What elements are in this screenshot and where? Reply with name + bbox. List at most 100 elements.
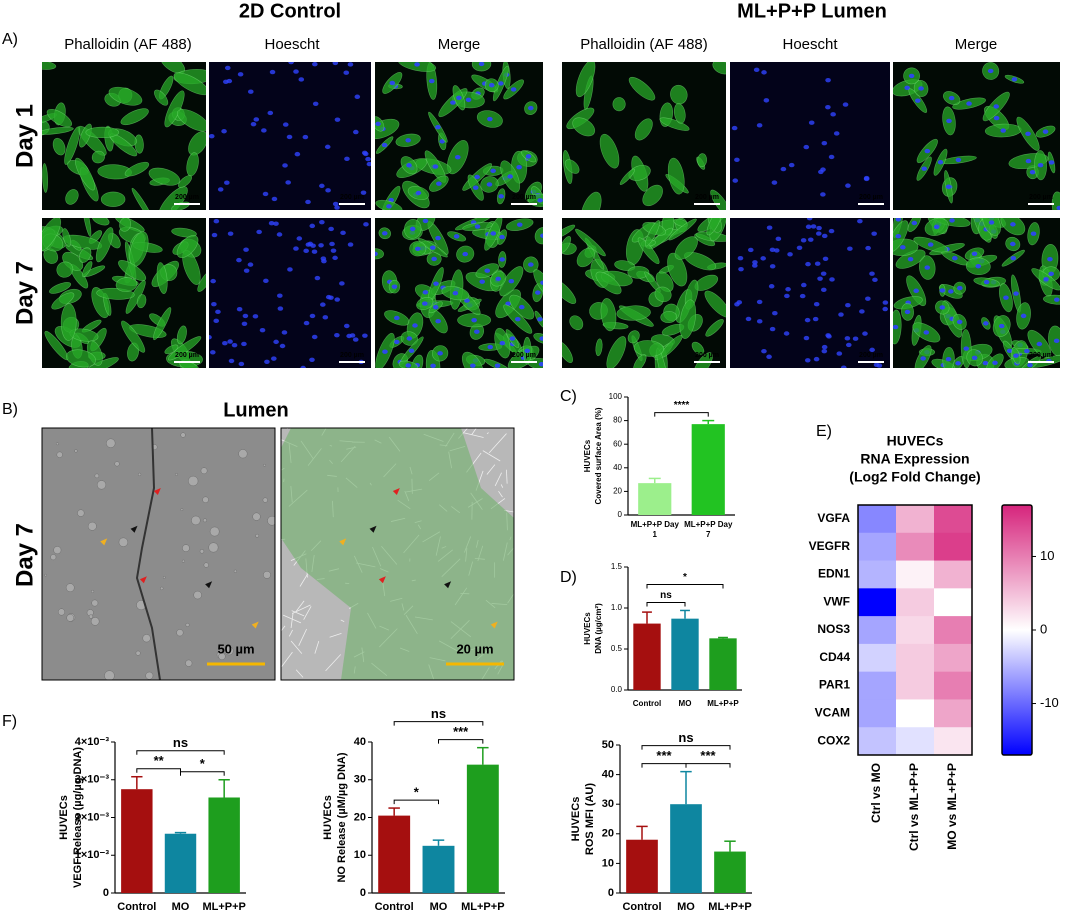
- nucleus: [436, 181, 442, 186]
- y-tick-label: 10: [354, 849, 366, 861]
- nucleus: [422, 290, 429, 295]
- channel: Hoescht: [782, 36, 838, 53]
- y-axis-label: HUVECs: [583, 439, 592, 472]
- fiber: [281, 651, 293, 667]
- cell: [176, 325, 187, 345]
- nucleus: [814, 261, 821, 266]
- nucleus: [428, 78, 435, 84]
- heatmap-cell: [934, 588, 973, 617]
- cell: [569, 315, 584, 331]
- nucleus: [227, 339, 233, 344]
- cell: [697, 153, 708, 168]
- cell: [595, 271, 622, 295]
- nucleus: [412, 323, 418, 328]
- nucleus: [955, 361, 961, 366]
- nucleus: [805, 224, 812, 229]
- nucleus: [430, 363, 436, 368]
- nucleus: [437, 351, 443, 356]
- texture: [160, 586, 164, 591]
- nucleus: [271, 196, 278, 202]
- row-label: VWF: [823, 594, 850, 608]
- nucleus: [294, 151, 301, 157]
- nucleus: [318, 243, 324, 248]
- nucleus: [231, 342, 238, 348]
- texture: [66, 614, 75, 622]
- texture: [142, 634, 151, 643]
- arrow: [153, 488, 161, 495]
- nucleus: [768, 284, 775, 289]
- nucleus: [820, 271, 827, 276]
- nucleus: [347, 62, 354, 67]
- cell: [667, 252, 688, 287]
- y-axis-label: HUVECs: [570, 797, 582, 842]
- heatmap-cell: [896, 643, 935, 673]
- nucleus: [756, 123, 763, 128]
- significance-label: *: [683, 572, 687, 583]
- nucleus: [499, 340, 506, 346]
- nucleus: [281, 330, 288, 335]
- nucleus: [826, 334, 832, 339]
- fiber: [486, 432, 489, 435]
- cell: [120, 108, 149, 126]
- nucleus: [1054, 297, 1060, 302]
- texture: [88, 614, 94, 619]
- nucleus: [1011, 77, 1018, 82]
- error-bar: [718, 636, 728, 639]
- heatmap-title: RNA Expression: [860, 451, 969, 467]
- nucleus: [277, 293, 283, 298]
- nucleus: [334, 205, 340, 210]
- nucleus: [946, 118, 952, 124]
- cell: [575, 62, 596, 98]
- cell: [599, 133, 620, 169]
- y-axis-label: Covered surface Area (%): [594, 407, 603, 504]
- heatmap-cell: [858, 727, 897, 756]
- cell: [670, 84, 688, 105]
- nucleus: [409, 226, 416, 232]
- error-bar: [680, 609, 690, 619]
- channel: Phalloidin (AF 488): [64, 36, 192, 53]
- nucleus: [956, 319, 963, 325]
- bracket: [393, 799, 439, 805]
- texture: [181, 559, 185, 563]
- channel: Phalloidin (AF 488): [580, 36, 708, 53]
- error-bar: [174, 831, 187, 834]
- colorbar: [1001, 504, 1033, 756]
- bracket: [180, 771, 225, 776]
- bracket: [136, 768, 181, 773]
- nucleus: [810, 224, 817, 229]
- x-tick-label: ML+P+P Day 1: [630, 520, 679, 539]
- nucleus: [474, 224, 481, 229]
- nucleus: [952, 255, 958, 261]
- micrograph-bg: [730, 218, 890, 368]
- nucleus: [983, 279, 990, 285]
- bar: [121, 789, 153, 893]
- nucleus: [988, 220, 995, 225]
- row-label: NOS3: [817, 622, 850, 636]
- arrow: [490, 621, 498, 629]
- nucleus: [538, 361, 543, 367]
- group-title: 2D Control: [239, 0, 341, 22]
- nucleus: [908, 73, 915, 79]
- cell: [52, 137, 66, 156]
- y-tick-label: 2×10⁻³: [75, 811, 110, 823]
- nucleus: [816, 225, 822, 231]
- nucleus: [209, 335, 212, 340]
- texture: [252, 512, 261, 521]
- nucleus: [766, 354, 772, 359]
- texture: [224, 646, 234, 656]
- nucleus: [1024, 348, 1030, 354]
- arrow: [139, 576, 147, 584]
- nucleus: [340, 230, 346, 236]
- texture: [180, 508, 184, 512]
- texture: [106, 438, 116, 448]
- nucleus: [1053, 338, 1060, 344]
- cell: [197, 269, 206, 292]
- nucleus: [309, 223, 316, 229]
- nucleus: [769, 326, 776, 332]
- cell: [575, 228, 606, 257]
- cell: [576, 247, 595, 268]
- bracket: [393, 721, 484, 726]
- significance-bracket: *: [393, 785, 439, 805]
- cell: [177, 109, 206, 132]
